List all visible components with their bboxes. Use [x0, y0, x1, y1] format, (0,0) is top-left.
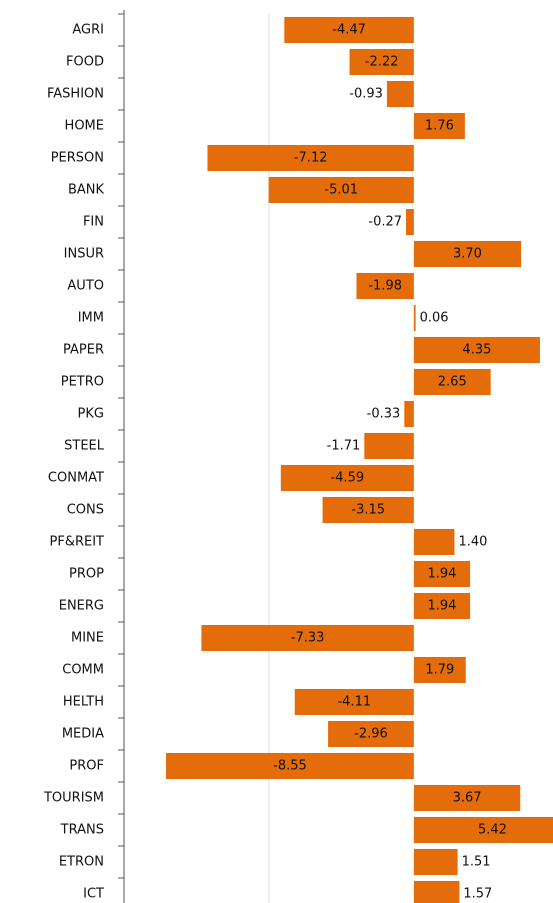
bar: [284, 17, 414, 43]
bar: [413, 529, 455, 555]
y-tick-label: FOOD: [66, 55, 104, 70]
y-tick-label: PERSON: [51, 151, 104, 166]
y-tick-label: MINE: [71, 631, 104, 646]
y-tick-label: CONS: [67, 503, 104, 518]
bar: [413, 817, 553, 843]
value-label: 5.42: [478, 823, 507, 838]
bar: [406, 209, 414, 235]
bar: [364, 433, 414, 459]
y-tick-label: TRANS: [60, 823, 104, 838]
bar: [413, 849, 458, 875]
bar: [404, 401, 414, 427]
bar: [280, 465, 414, 491]
y-tick-label: FIN: [83, 215, 104, 230]
y-tick-label: PETRO: [61, 375, 104, 390]
bar: [413, 369, 491, 395]
bar: [413, 785, 521, 811]
y-tick-label: PROF: [69, 759, 104, 774]
y-tick-label: PF&REIT: [50, 535, 105, 550]
y-tick-label: AUTO: [67, 279, 104, 294]
value-label: -4.59: [331, 471, 365, 486]
value-label: -0.93: [349, 87, 383, 102]
value-label: 1.40: [458, 535, 487, 550]
y-tick-label: COMM: [62, 663, 104, 678]
y-tick-label: STEEL: [64, 439, 105, 454]
bar: [413, 593, 471, 619]
bar: [201, 625, 414, 651]
value-label: -1.71: [327, 439, 361, 454]
y-tick-label: MEDIA: [62, 727, 104, 742]
y-tick-label: IMM: [78, 311, 104, 326]
bar: [322, 497, 414, 523]
value-label: 4.35: [462, 343, 491, 358]
value-label: -2.96: [354, 727, 388, 742]
y-tick-label: AGRI: [72, 23, 104, 38]
value-label: -3.15: [351, 503, 385, 518]
y-tick-label: CONMAT: [48, 471, 104, 486]
value-label: 1.79: [425, 663, 454, 678]
bar: [328, 721, 414, 747]
y-tick-label: PAPER: [63, 343, 104, 358]
bar: [294, 689, 414, 715]
y-tick-label: TOURISM: [43, 791, 104, 806]
value-label: 1.94: [428, 567, 457, 582]
value-label: 0.06: [420, 311, 449, 326]
bar: [413, 561, 471, 587]
value-label: -1.98: [368, 279, 402, 294]
bar: [413, 113, 465, 139]
bar: [356, 273, 414, 299]
y-tick-label: FASHION: [47, 87, 104, 102]
value-label: -2.22: [365, 55, 399, 70]
y-tick-label: HELTH: [63, 695, 104, 710]
value-label: -4.47: [332, 23, 366, 38]
y-tick-label: PROP: [69, 567, 104, 582]
y-tick-label: ICT: [83, 887, 104, 902]
bar: [386, 81, 414, 107]
value-label: 3.70: [453, 247, 482, 262]
value-label: 1.57: [463, 887, 492, 902]
value-label: -7.12: [294, 151, 328, 166]
value-label: -5.01: [324, 183, 358, 198]
bar: [413, 337, 540, 363]
y-tick-label: ETRON: [59, 855, 104, 870]
value-label: -0.33: [367, 407, 401, 422]
bar: [207, 145, 414, 171]
value-label: 3.67: [453, 791, 482, 806]
y-tick-label: INSUR: [64, 247, 104, 262]
bar: [413, 241, 522, 267]
y-tick-label: ENERG: [59, 599, 104, 614]
y-tick-label: HOME: [65, 119, 104, 134]
y-tick-label: BANK: [68, 183, 105, 198]
bar: [413, 881, 460, 903]
bar: [166, 753, 414, 779]
value-label: -8.55: [273, 759, 307, 774]
value-label: 1.51: [462, 855, 491, 870]
value-label: -7.33: [291, 631, 325, 646]
value-label: 2.65: [438, 375, 467, 390]
bar: [413, 657, 466, 683]
value-label: -0.27: [368, 215, 402, 230]
value-label: -4.11: [337, 695, 371, 710]
value-label: 1.94: [428, 599, 457, 614]
bar: [413, 305, 416, 331]
y-tick-label: PKG: [78, 407, 104, 422]
bar: [349, 49, 414, 75]
bar: [268, 177, 414, 203]
value-label: 1.76: [425, 119, 454, 134]
